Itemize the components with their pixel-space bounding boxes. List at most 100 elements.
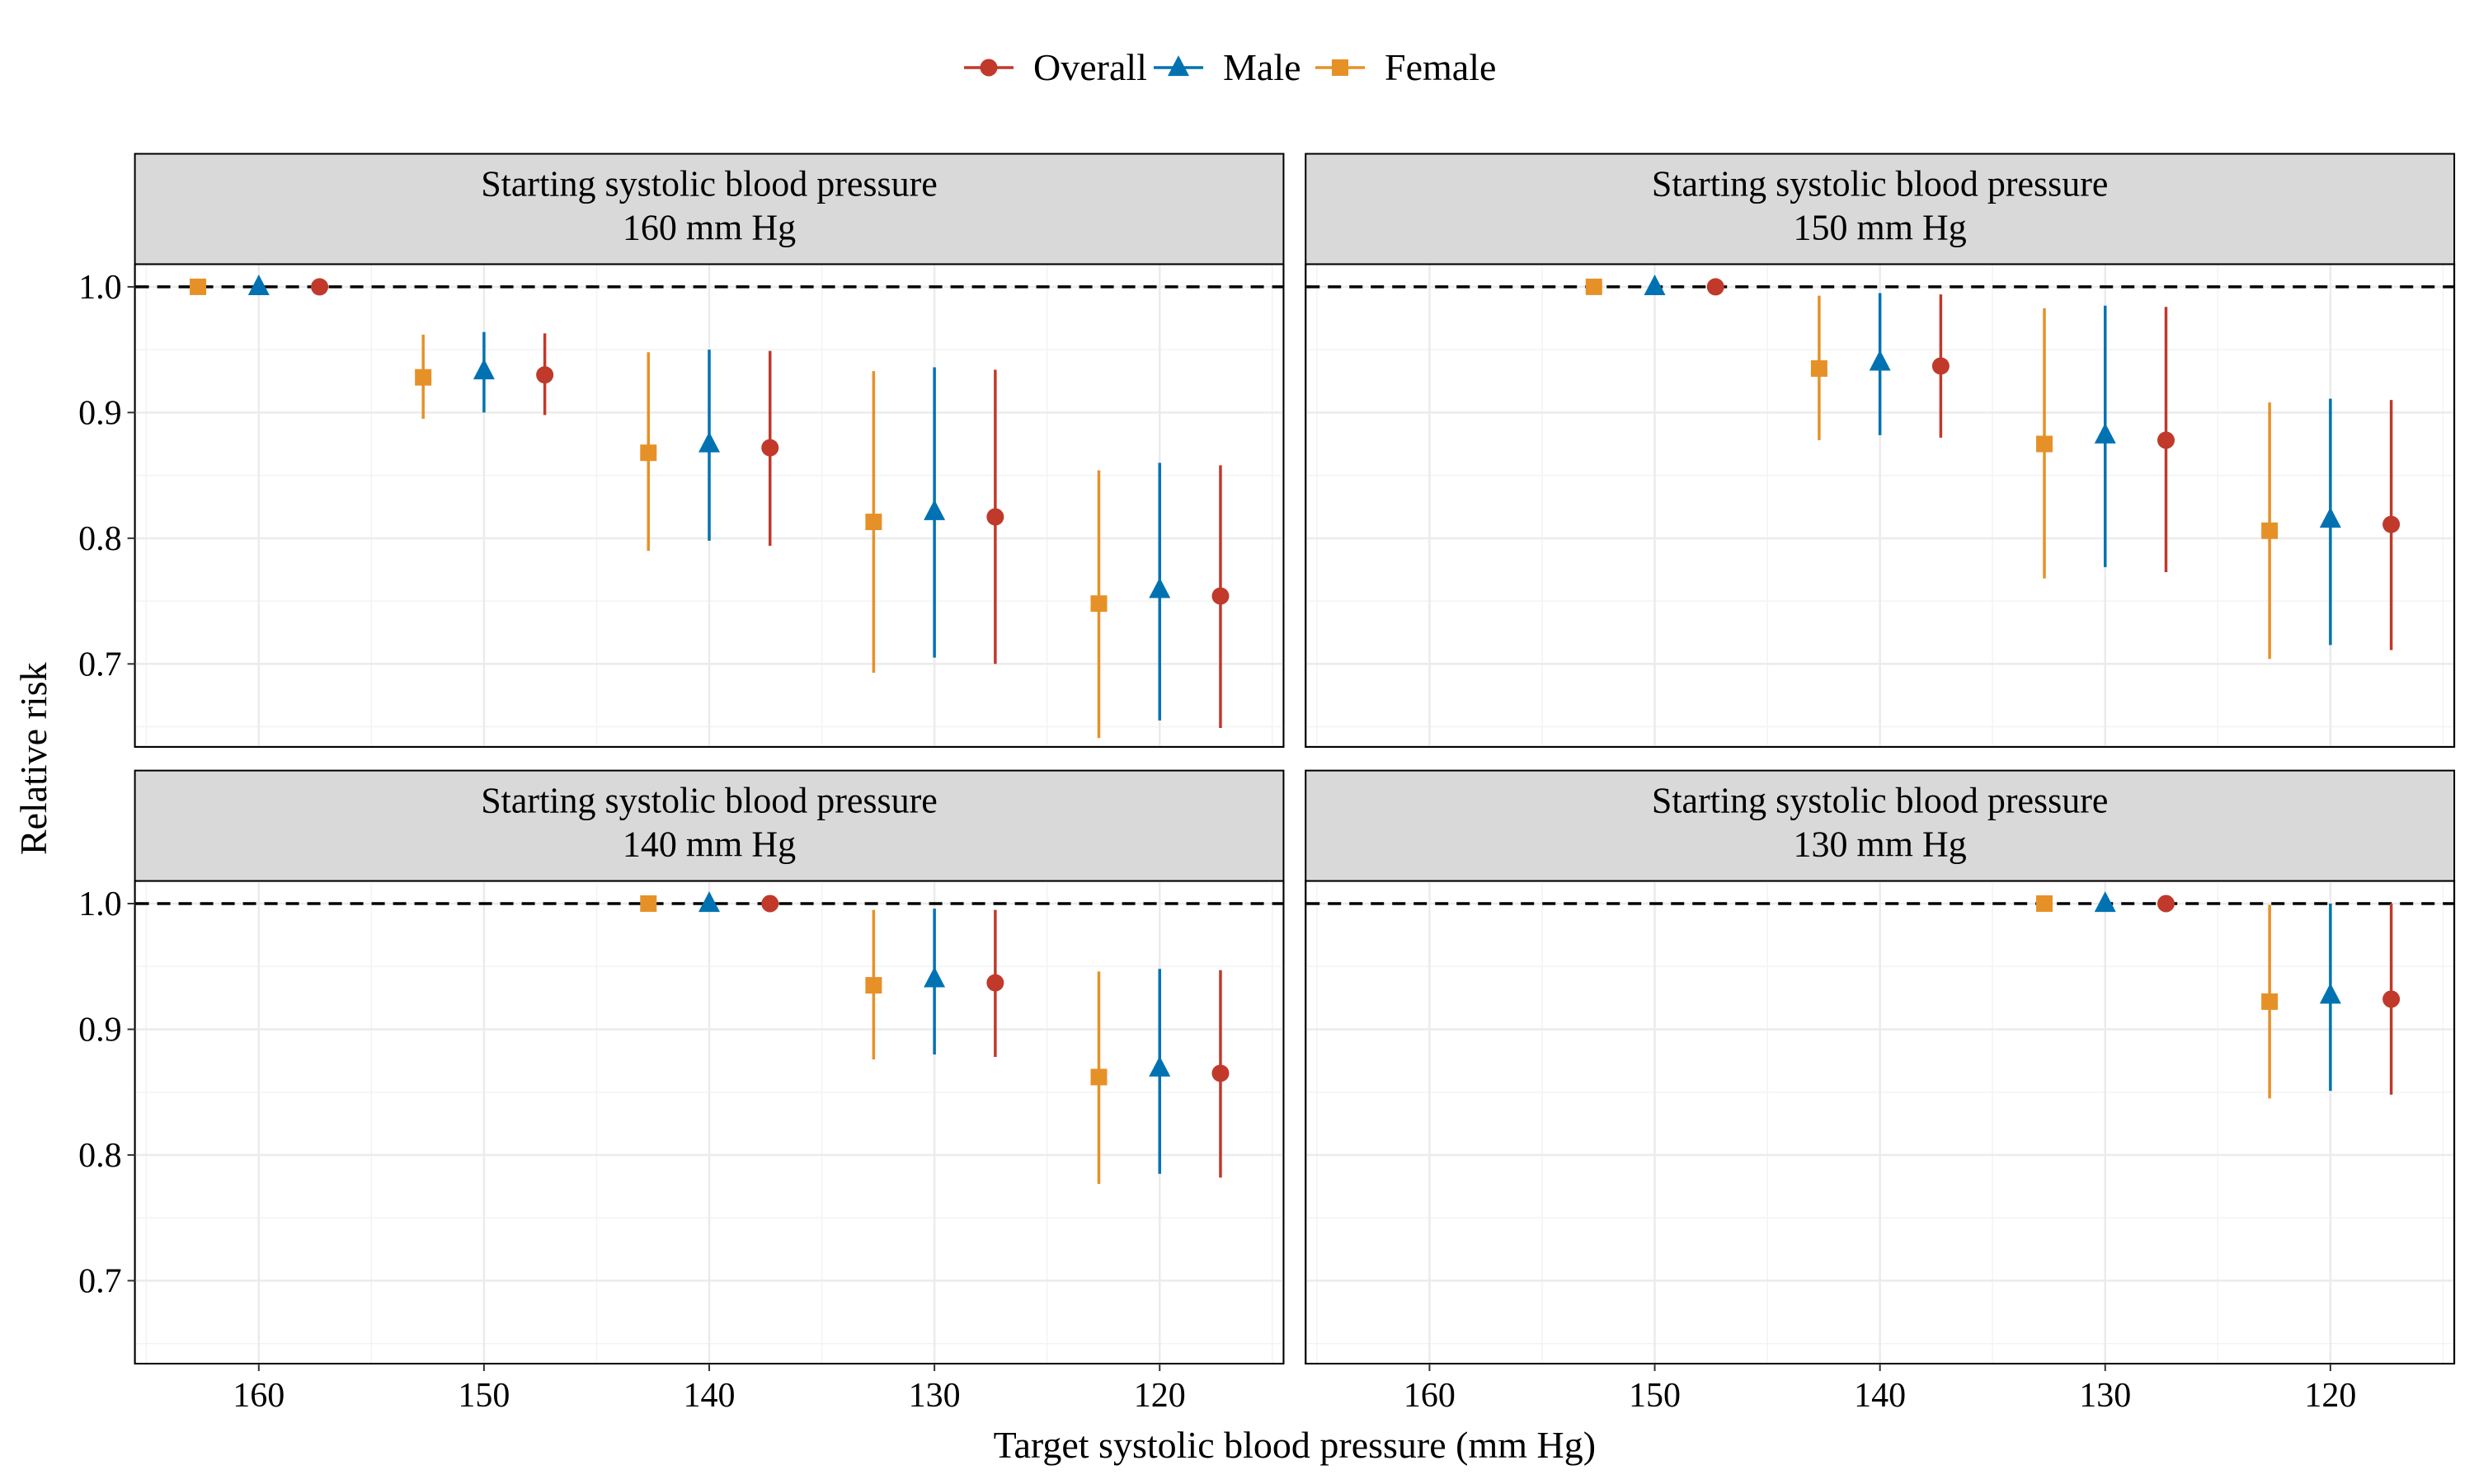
data-point-female	[2261, 402, 2279, 660]
x-tick-label: 160	[233, 1377, 285, 1415]
data-point-female	[415, 334, 432, 420]
data-point-overall	[2382, 400, 2401, 650]
x-tick-label: 140	[1854, 1377, 1906, 1415]
panel-strip-title: Starting systolic blood pressure 130 mm H…	[1652, 781, 2109, 865]
y-tick-label: 1.0	[78, 885, 122, 923]
strip-title-line-2: 130 mm Hg	[1794, 824, 1967, 865]
legend-label-female: Female	[1385, 46, 1496, 88]
x-tick-label: 120	[2304, 1377, 2356, 1415]
data-point-female	[865, 909, 882, 1060]
marker-overall	[2157, 895, 2175, 913]
strip-title-line-1: Starting systolic blood pressure	[481, 164, 938, 204]
data-point-overall	[986, 909, 1004, 1058]
data-point-male	[1869, 293, 1891, 435]
legend-item-female[interactable]: Female	[1315, 46, 1496, 88]
panel-strip	[1305, 769, 2456, 882]
y-axis-title: Relative risk	[12, 662, 54, 855]
data-point-female	[1090, 470, 1108, 739]
strip-title-line-2: 150 mm Hg	[1794, 208, 1967, 248]
marker-female	[1090, 595, 1108, 613]
marker-female	[415, 369, 432, 386]
panel-strip-title: Starting systolic blood pressure 140 mm H…	[481, 781, 938, 865]
x-tick-label: 150	[458, 1377, 510, 1415]
marker-overall	[1706, 278, 1724, 296]
marker-male	[698, 891, 721, 913]
data-point-male	[247, 275, 270, 295]
panel-1: Starting systolic blood pressure 160 mm H…	[78, 153, 1285, 748]
marker-female	[1585, 278, 1602, 295]
marker-female	[640, 895, 657, 913]
marker-overall	[1211, 1064, 1230, 1082]
data-point-female	[2261, 904, 2279, 1099]
legend: Overall Male Female	[964, 46, 1496, 88]
panel-strip	[134, 153, 1285, 265]
data-point-overall	[536, 333, 554, 416]
x-tick-label: 130	[909, 1377, 961, 1415]
marker-overall	[311, 278, 329, 296]
data-point-male	[2319, 904, 2341, 1092]
data-point-female	[2036, 895, 2053, 913]
data-point-female	[1585, 278, 1602, 295]
x-tick-label: 130	[2079, 1377, 2131, 1415]
legend-label-overall: Overall	[1033, 46, 1147, 88]
data-point-overall	[1211, 970, 1230, 1178]
data-point-overall	[986, 369, 1004, 665]
marker-female	[865, 514, 882, 531]
marker-male	[2094, 422, 2116, 444]
panel-border	[1305, 263, 2456, 748]
data-point-male	[924, 909, 946, 1054]
marker-male	[1149, 577, 1171, 599]
data-point-female	[640, 352, 657, 552]
panel-3: Starting systolic blood pressure 140 mm H…	[78, 769, 1285, 1415]
data-point-male	[924, 367, 946, 658]
data-point-male	[2094, 891, 2116, 913]
panel-strip	[134, 769, 1285, 882]
marker-overall	[1211, 587, 1230, 605]
data-point-female	[2036, 308, 2053, 579]
y-tick-label: 0.7	[78, 646, 122, 683]
marker-male	[698, 431, 721, 453]
strip-title-line-1: Starting systolic blood pressure	[1652, 781, 2109, 821]
panel-strip-title: Starting systolic blood pressure 160 mm H…	[481, 164, 938, 248]
marker-male	[2319, 983, 2341, 1004]
marker-male	[1644, 275, 1666, 295]
marker-female	[2036, 435, 2053, 453]
legend-key-marker-male	[1168, 55, 1189, 77]
marker-overall	[761, 895, 779, 913]
marker-female	[640, 444, 657, 462]
marker-female	[2261, 522, 2279, 539]
marker-overall	[1931, 357, 1950, 375]
strip-title-line-2: 160 mm Hg	[623, 208, 796, 248]
data-point-overall	[2157, 895, 2175, 913]
panel-strip-title: Starting systolic blood pressure 150 mm H…	[1652, 164, 2109, 248]
y-tick-label: 0.8	[78, 520, 122, 558]
marker-female	[865, 977, 882, 994]
marker-male	[247, 275, 270, 295]
data-point-female	[640, 895, 657, 913]
x-tick-label: 150	[1629, 1377, 1681, 1415]
x-axis-title: Target systolic blood pressure (mm Hg)	[994, 1424, 1597, 1466]
data-point-female	[190, 278, 207, 295]
marker-male	[473, 359, 495, 380]
data-point-overall	[761, 895, 779, 913]
y-tick-label: 1.0	[78, 269, 122, 307]
data-point-overall	[2382, 904, 2401, 1095]
marker-overall	[536, 366, 554, 384]
marker-male	[1149, 1055, 1171, 1077]
data-point-male	[698, 350, 721, 541]
marker-male	[924, 966, 946, 988]
panel-border	[134, 263, 1285, 748]
y-tick-label: 0.8	[78, 1137, 122, 1175]
data-point-male	[2319, 398, 2341, 646]
data-point-male	[1644, 275, 1666, 295]
marker-overall	[2157, 431, 2175, 449]
data-point-female	[865, 371, 882, 673]
legend-item-male[interactable]: Male	[1154, 46, 1301, 88]
x-tick-label: 160	[1404, 1377, 1456, 1415]
marker-female	[1810, 360, 1827, 378]
marker-overall	[2382, 990, 2401, 1008]
data-point-male	[473, 331, 495, 413]
legend-item-overall[interactable]: Overall	[964, 46, 1147, 88]
strip-title-line-1: Starting systolic blood pressure	[1652, 164, 2109, 204]
marker-overall	[761, 439, 779, 457]
